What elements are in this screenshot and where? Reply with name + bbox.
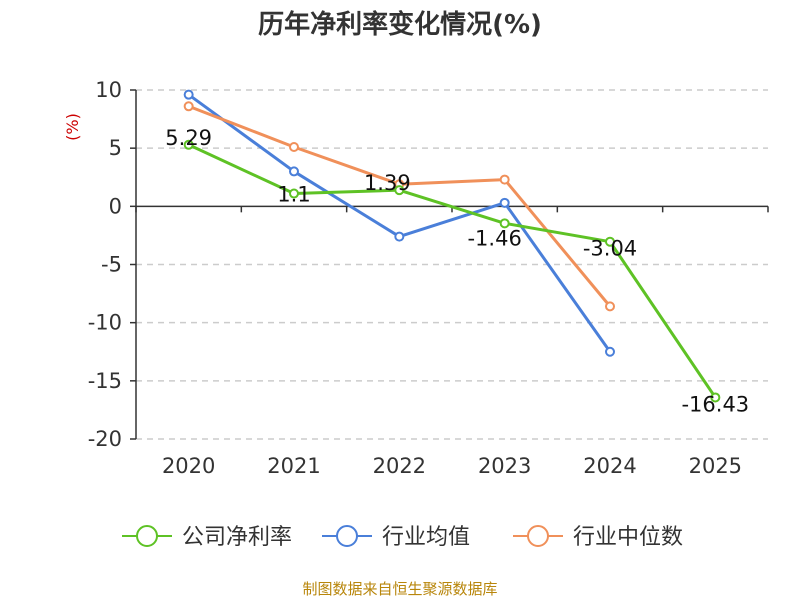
data-point [499, 218, 510, 229]
data-label: -1.46 [467, 226, 521, 250]
data-point [183, 139, 194, 150]
x-tick-labels: 2020 2021 2022 2023 2024 2025 [162, 454, 742, 478]
data-label: -3.04 [583, 237, 637, 261]
y-tick-label: -10 [88, 311, 122, 335]
gridlines [136, 89, 768, 440]
y-tick-label: 10 [95, 78, 122, 102]
legend-item[interactable]: 行业中位数 [513, 525, 683, 550]
y-tick-label: -20 [88, 427, 122, 451]
legend-item[interactable]: 行业均值 [322, 525, 470, 550]
data-point [183, 101, 194, 112]
data-point [289, 188, 299, 199]
data-point [289, 166, 299, 177]
x-tick-label: 2021 [267, 454, 320, 478]
data-point [499, 197, 510, 208]
data-point [605, 346, 615, 357]
data-point [183, 89, 194, 100]
series-line [188, 143, 717, 399]
chart-title: 历年净利率变化情况(%) [258, 10, 542, 40]
data-point [605, 236, 615, 247]
data-point [605, 301, 615, 312]
data-point [289, 142, 299, 153]
data-point [394, 185, 405, 196]
x-tick-label: 2020 [162, 454, 215, 478]
x-tick-label: 2022 [373, 454, 426, 478]
legend-marker [336, 525, 358, 547]
x-tick-label: 2024 [583, 454, 636, 478]
x-tick-label: 2025 [689, 454, 742, 478]
series-line [187, 93, 612, 353]
legend-marker [527, 525, 549, 547]
y-tick-label: -15 [88, 369, 122, 393]
y-tick-label: 5 [109, 136, 122, 160]
legend-item[interactable]: 公司净利率 [122, 525, 292, 550]
data-point [710, 392, 721, 403]
legend-label: 公司净利率 [182, 525, 292, 550]
data-point [394, 231, 405, 242]
legend-marker [136, 525, 158, 547]
y-tick-label: -5 [101, 253, 122, 277]
y-axis-label: (%) [63, 113, 82, 141]
data-label: 1.1 [277, 183, 310, 207]
source-note: 制图数据来自恒生聚源数据库 [302, 580, 498, 598]
data-label: 5.29 [165, 126, 212, 150]
series-lines [183, 89, 721, 403]
data-point [499, 174, 510, 185]
legend-label: 行业均值 [382, 525, 470, 550]
y-tick-label: 0 [109, 194, 122, 218]
legend: 公司净利率 行业均值 行业中位数 [122, 525, 683, 550]
data-label: -16.43 [681, 392, 749, 416]
data-label: 1.39 [364, 171, 411, 195]
y-tick-labels: 10 5 0 -5 -10 -15 -20 [88, 78, 122, 451]
data-labels: 5.29 1.1 1.39 -1.46 -3.04 -16.43 [165, 126, 749, 417]
x-tick-label: 2023 [478, 454, 531, 478]
legend-label: 行业中位数 [573, 525, 683, 550]
